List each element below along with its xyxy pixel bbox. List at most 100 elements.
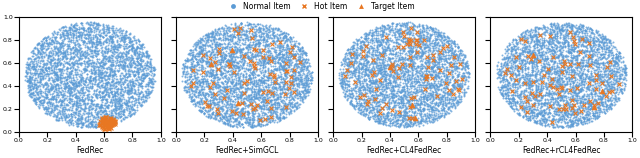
Point — [83, 46, 93, 49]
Point — [296, 59, 307, 61]
Point — [207, 32, 217, 34]
Point — [372, 46, 382, 49]
Point — [229, 31, 239, 34]
Point — [71, 107, 81, 110]
Point — [140, 61, 150, 64]
Point — [411, 78, 421, 81]
Point — [282, 106, 292, 109]
Point — [502, 46, 512, 48]
Point — [366, 81, 376, 84]
Point — [566, 66, 576, 68]
Point — [129, 112, 139, 114]
Point — [208, 111, 218, 113]
Point — [253, 124, 264, 126]
Point — [597, 53, 607, 55]
Point — [212, 83, 222, 85]
Point — [275, 51, 285, 54]
Point — [198, 78, 208, 81]
Point — [585, 79, 595, 82]
Point — [429, 96, 440, 98]
Point — [388, 77, 398, 79]
Point — [44, 45, 54, 47]
Point — [125, 114, 136, 116]
Point — [207, 74, 217, 77]
Point — [35, 72, 45, 74]
Point — [445, 49, 456, 52]
Point — [276, 100, 287, 103]
Point — [516, 108, 527, 111]
Point — [228, 60, 238, 63]
Point — [149, 79, 159, 82]
Point — [604, 90, 614, 93]
Point — [422, 87, 433, 89]
Point — [135, 84, 145, 87]
Point — [256, 35, 266, 37]
Point — [132, 70, 143, 73]
Point — [207, 30, 217, 32]
Point — [427, 72, 437, 75]
Point — [444, 107, 454, 109]
Point — [606, 42, 616, 44]
Point — [572, 124, 582, 126]
Point — [63, 100, 74, 103]
Point — [397, 97, 408, 100]
Point — [550, 99, 561, 102]
Point — [423, 36, 433, 38]
Point — [256, 34, 266, 37]
Point — [300, 59, 310, 61]
Point — [187, 63, 197, 66]
Point — [51, 99, 61, 101]
Point — [589, 92, 600, 95]
Point — [555, 96, 565, 99]
Point — [136, 97, 147, 100]
Point — [408, 107, 419, 109]
Point — [123, 84, 133, 87]
Point — [584, 101, 595, 104]
Point — [50, 46, 60, 49]
Point — [543, 68, 553, 71]
Point — [211, 109, 221, 112]
Point — [342, 69, 352, 72]
Point — [102, 117, 113, 119]
Point — [547, 49, 557, 52]
Point — [273, 76, 284, 78]
Point — [241, 81, 252, 83]
Point — [214, 51, 224, 53]
Point — [556, 61, 566, 63]
Point — [125, 65, 135, 67]
Point — [513, 55, 523, 58]
Point — [342, 61, 353, 63]
Point — [604, 40, 614, 43]
Point — [417, 102, 427, 104]
Point — [204, 109, 214, 112]
Point — [225, 58, 236, 61]
Point — [270, 83, 280, 85]
Point — [267, 37, 277, 40]
Point — [547, 41, 557, 43]
Point — [531, 53, 541, 55]
Point — [80, 80, 90, 82]
Point — [559, 24, 570, 26]
Point — [532, 43, 543, 46]
Point — [446, 61, 456, 64]
Point — [244, 122, 254, 124]
Point — [412, 86, 422, 88]
Point — [237, 123, 247, 125]
Point — [240, 24, 250, 27]
Point — [192, 55, 202, 58]
Point — [381, 94, 391, 97]
Point — [564, 78, 574, 80]
Point — [110, 115, 120, 117]
Point — [68, 103, 78, 105]
Point — [226, 98, 236, 101]
Point — [202, 101, 212, 104]
Point — [525, 33, 536, 36]
Point — [200, 50, 211, 53]
Point — [561, 50, 571, 52]
Point — [383, 84, 393, 86]
Point — [56, 67, 66, 70]
Point — [394, 110, 404, 113]
Point — [396, 97, 406, 99]
Point — [589, 106, 599, 109]
Point — [299, 66, 309, 68]
